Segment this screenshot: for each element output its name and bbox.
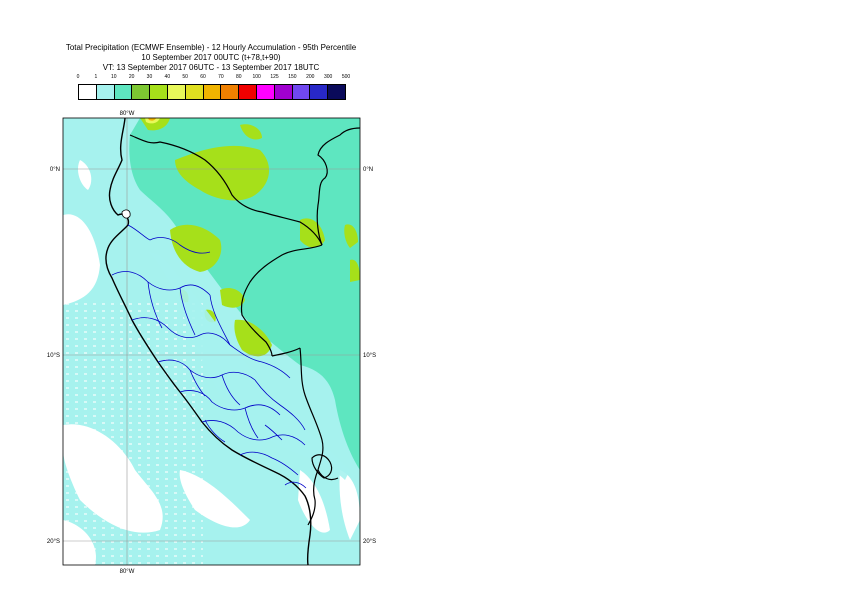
legend-swatch xyxy=(96,85,115,99)
legend-label: 150 xyxy=(288,74,297,80)
map-frame xyxy=(62,117,361,566)
legend-swatch xyxy=(203,85,222,99)
lon-label-bottom: 80°W xyxy=(120,569,135,575)
legend-swatch xyxy=(132,85,151,99)
legend-swatch xyxy=(256,85,275,99)
light-precip-andes xyxy=(145,250,350,480)
legend-label: 500 xyxy=(341,74,351,80)
peak-precip-core xyxy=(148,118,156,121)
legend-label: 60 xyxy=(200,74,206,80)
lon-label-top: 80°W xyxy=(120,111,135,117)
legend-label: 20 xyxy=(128,74,135,80)
lat-label-left-10s: 10°S xyxy=(47,353,60,359)
legend-labels: 0 1 10 20 30 40 50 60 70 80 100 125 150 200 300 500 xyxy=(0,74,842,84)
legend-swatch xyxy=(310,85,329,99)
country-borders xyxy=(129,127,360,526)
legend-label: 40 xyxy=(164,74,171,80)
legend-label: 100 xyxy=(252,74,261,80)
legend-label: 300 xyxy=(323,74,333,80)
legend-label: 10 xyxy=(110,74,117,80)
lat-label-left-0: 0°N xyxy=(50,167,60,173)
legend-label: 50 xyxy=(182,74,188,80)
legend-swatch xyxy=(221,85,240,99)
legend-swatch xyxy=(239,85,257,99)
lat-label-left-20s: 20°S xyxy=(47,539,60,545)
legend-swatch xyxy=(167,85,186,99)
lat-label-right-10s: 10°S xyxy=(363,353,376,359)
legend-label: 1 xyxy=(94,74,98,80)
legend-label: 0 xyxy=(76,74,80,80)
legend-swatch xyxy=(274,85,293,99)
legend-swatch xyxy=(328,85,345,99)
chart-subtitle-valid: VT: 13 September 2017 06UTC - 13 Septemb… xyxy=(102,63,320,72)
chart-subtitle-init: 10 September 2017 00UTC (t+78,t+90) xyxy=(141,53,281,62)
legend-label: 80 xyxy=(236,74,242,80)
legend-colorbar xyxy=(78,84,346,100)
legend-swatch xyxy=(292,85,311,99)
legend-label: 200 xyxy=(306,74,315,80)
legend-label: 30 xyxy=(146,74,153,80)
legend-swatch xyxy=(79,85,97,99)
legend-swatch xyxy=(185,85,204,99)
legend-label: 125 xyxy=(270,74,279,80)
lat-label-right-0: 0°N xyxy=(363,167,373,173)
legend-swatch xyxy=(114,85,133,99)
chart-title: Total Precipitation (ECMWF Ensemble) - 1… xyxy=(65,43,357,52)
island xyxy=(121,209,131,219)
legend-label: 70 xyxy=(218,74,224,80)
province-boundaries xyxy=(111,224,307,489)
heavy-precip-patches xyxy=(140,118,360,357)
legend-swatch xyxy=(150,85,168,99)
graticule xyxy=(63,118,360,565)
lat-label-right-20s: 20°S xyxy=(363,539,376,545)
